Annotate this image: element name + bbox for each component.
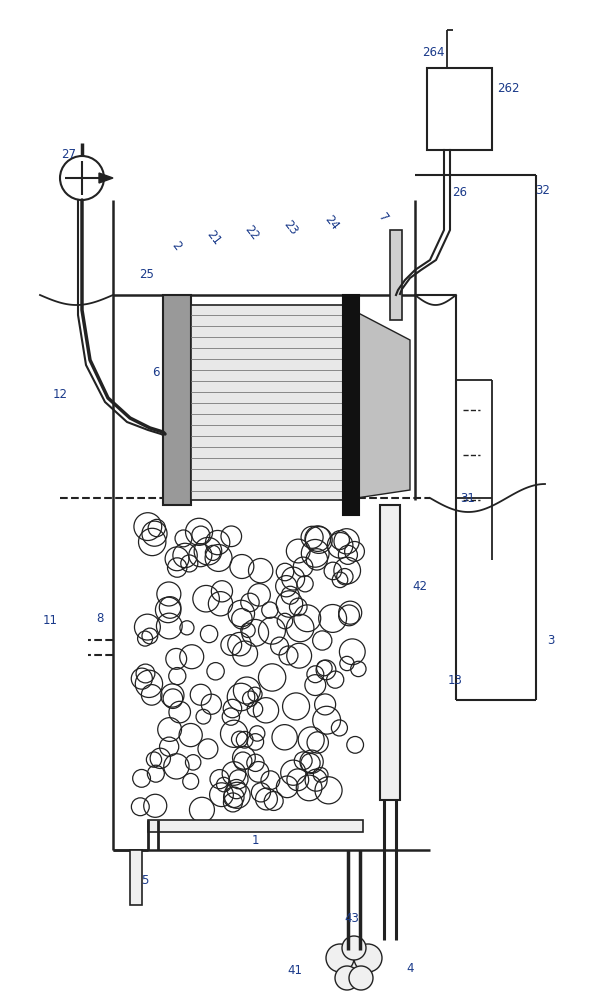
Text: 11: 11 (43, 613, 57, 626)
Text: 12: 12 (53, 388, 67, 401)
Circle shape (335, 966, 359, 990)
Text: 43: 43 (345, 912, 359, 924)
Text: 41: 41 (287, 964, 303, 976)
Text: 25: 25 (139, 268, 154, 282)
Text: 7: 7 (375, 211, 391, 225)
Polygon shape (99, 173, 113, 183)
Polygon shape (343, 305, 410, 500)
Bar (427, 68, 492, 150)
Text: 3: 3 (547, 634, 555, 647)
Text: 13: 13 (447, 674, 462, 686)
Bar (390, 230, 402, 320)
Text: 264: 264 (422, 45, 444, 58)
Circle shape (336, 950, 372, 986)
Circle shape (326, 944, 354, 972)
Text: 42: 42 (413, 580, 427, 592)
Text: 2: 2 (168, 239, 183, 253)
Bar (148, 820, 363, 832)
Circle shape (349, 966, 373, 990)
Bar (343, 295, 359, 515)
Bar (163, 295, 191, 505)
Bar (380, 505, 400, 800)
Text: 21: 21 (204, 228, 224, 248)
Text: 4: 4 (406, 962, 414, 974)
Circle shape (342, 936, 366, 960)
Circle shape (60, 156, 104, 200)
Text: 27: 27 (61, 148, 76, 161)
Circle shape (354, 944, 382, 972)
Text: 26: 26 (453, 186, 467, 198)
Text: 6: 6 (152, 365, 160, 378)
Text: 23: 23 (280, 218, 300, 238)
Text: 22: 22 (242, 223, 262, 243)
Text: 1: 1 (251, 834, 259, 846)
Bar (191, 305, 343, 500)
Text: 262: 262 (497, 82, 519, 95)
Text: 8: 8 (96, 611, 103, 624)
Text: 32: 32 (535, 184, 550, 196)
Text: 24: 24 (322, 213, 342, 233)
Text: 5: 5 (141, 874, 149, 886)
Bar (130, 850, 142, 905)
Text: 31: 31 (460, 491, 475, 504)
